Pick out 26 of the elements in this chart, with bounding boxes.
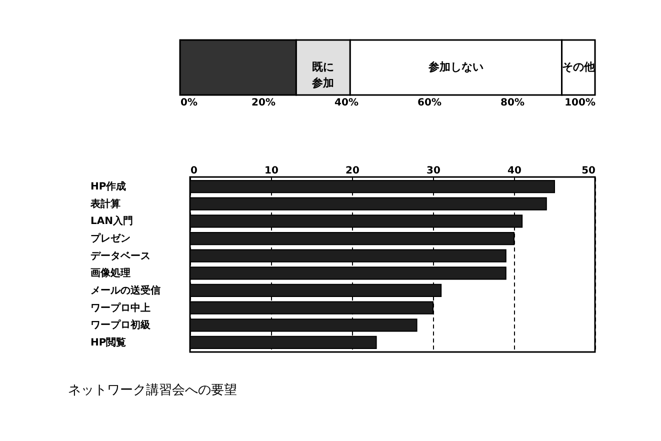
x-tick-label: 20% — [252, 98, 276, 108]
series-label: 参加しない — [427, 60, 484, 74]
x-tick-label: 100% — [564, 98, 596, 108]
y-tick-label: 表計算 — [90, 198, 120, 210]
y-tick-label: プレゼン — [90, 232, 130, 245]
x-tick-label: 10 — [264, 166, 278, 176]
x-tick-label: 0% — [180, 98, 198, 108]
x-tick-label: 60% — [418, 98, 442, 108]
x-tick-label: 50 — [582, 166, 596, 176]
x-tick-label: 40 — [508, 166, 522, 176]
series-label: その他 — [562, 60, 596, 74]
y-tick-label: LAN入門 — [90, 215, 133, 228]
x-tick-label: 0 — [190, 166, 198, 176]
series-label: 既に参加 — [311, 60, 334, 90]
text: ネットワーク講習会への要望 — [68, 383, 237, 398]
x-tick-label: 80% — [500, 98, 524, 108]
y-tick-label: メールの送受信 — [90, 284, 160, 296]
y-tick-label: データベース — [90, 250, 150, 262]
y-tick-label: ワープロ初級 — [90, 319, 152, 332]
y-tick-label: ワープロ中上 — [90, 302, 150, 314]
y-tick-label: HP閲覧 — [90, 336, 126, 348]
y-tick-label: 画像処理 — [90, 267, 130, 280]
x-tick-label: 40% — [334, 98, 358, 108]
y-tick-label: HP作成 — [90, 180, 126, 193]
x-tick-label: 30 — [426, 166, 440, 176]
x-tick-label: 20 — [346, 166, 360, 176]
